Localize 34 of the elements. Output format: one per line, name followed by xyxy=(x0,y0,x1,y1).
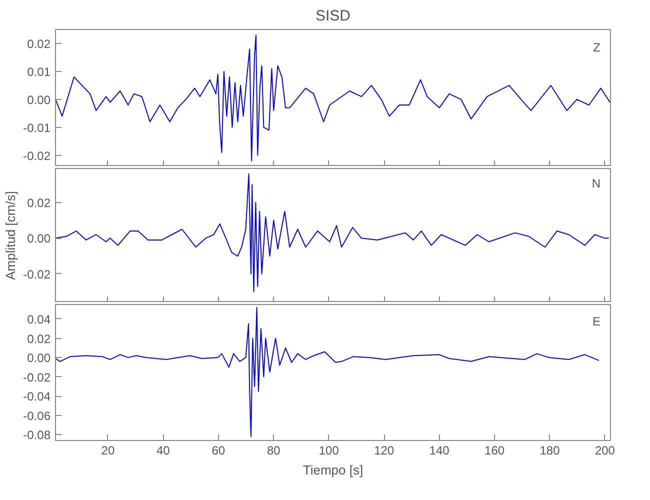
y-tick-label: 0.00 xyxy=(27,351,51,366)
y-tick-label: -0.08 xyxy=(23,428,51,442)
y-tick-label: -0.02 xyxy=(23,267,51,282)
x-tick-label: 140 xyxy=(429,444,450,458)
y-tick-label: -0.04 xyxy=(23,390,51,404)
y-tick-label: 0.00 xyxy=(27,232,51,246)
line-series xyxy=(56,173,610,292)
chart-title: SISD xyxy=(315,8,351,24)
x-tick-label: 200 xyxy=(594,444,616,458)
x-tick-label: 60 xyxy=(212,444,226,458)
y-tick-label: 0.02 xyxy=(27,196,51,210)
y-tick-label: 0.04 xyxy=(27,312,51,326)
x-tick-label: 180 xyxy=(540,444,560,458)
text: N xyxy=(592,176,601,190)
y-tick-label: -0.01 xyxy=(23,120,51,135)
y-axis-title: Amplitud [cm/s] xyxy=(3,191,18,280)
text: Z xyxy=(593,40,601,54)
x-tick-label: 80 xyxy=(266,444,281,458)
y-tick-label: 0.02 xyxy=(27,332,51,346)
text: E xyxy=(592,314,601,328)
x-tick-label: 40 xyxy=(156,444,170,458)
y-tick-label: 0.01 xyxy=(27,64,51,79)
x-tick-label: 120 xyxy=(374,444,394,458)
y-tick-label: 0.02 xyxy=(27,36,51,51)
line-series xyxy=(56,306,600,438)
y-tick-label: 0.00 xyxy=(27,92,51,107)
y-tick-label: -0.02 xyxy=(23,370,51,384)
x-tick-label: 160 xyxy=(484,444,505,458)
x-tick-label: 20 xyxy=(101,444,115,458)
y-tick-label: -0.02 xyxy=(23,148,51,163)
x-tick-label: 100 xyxy=(318,444,340,458)
y-tick-label: -0.06 xyxy=(23,408,51,423)
x-axis-title: Tiempo [s] xyxy=(302,462,364,478)
line-series xyxy=(56,34,610,162)
